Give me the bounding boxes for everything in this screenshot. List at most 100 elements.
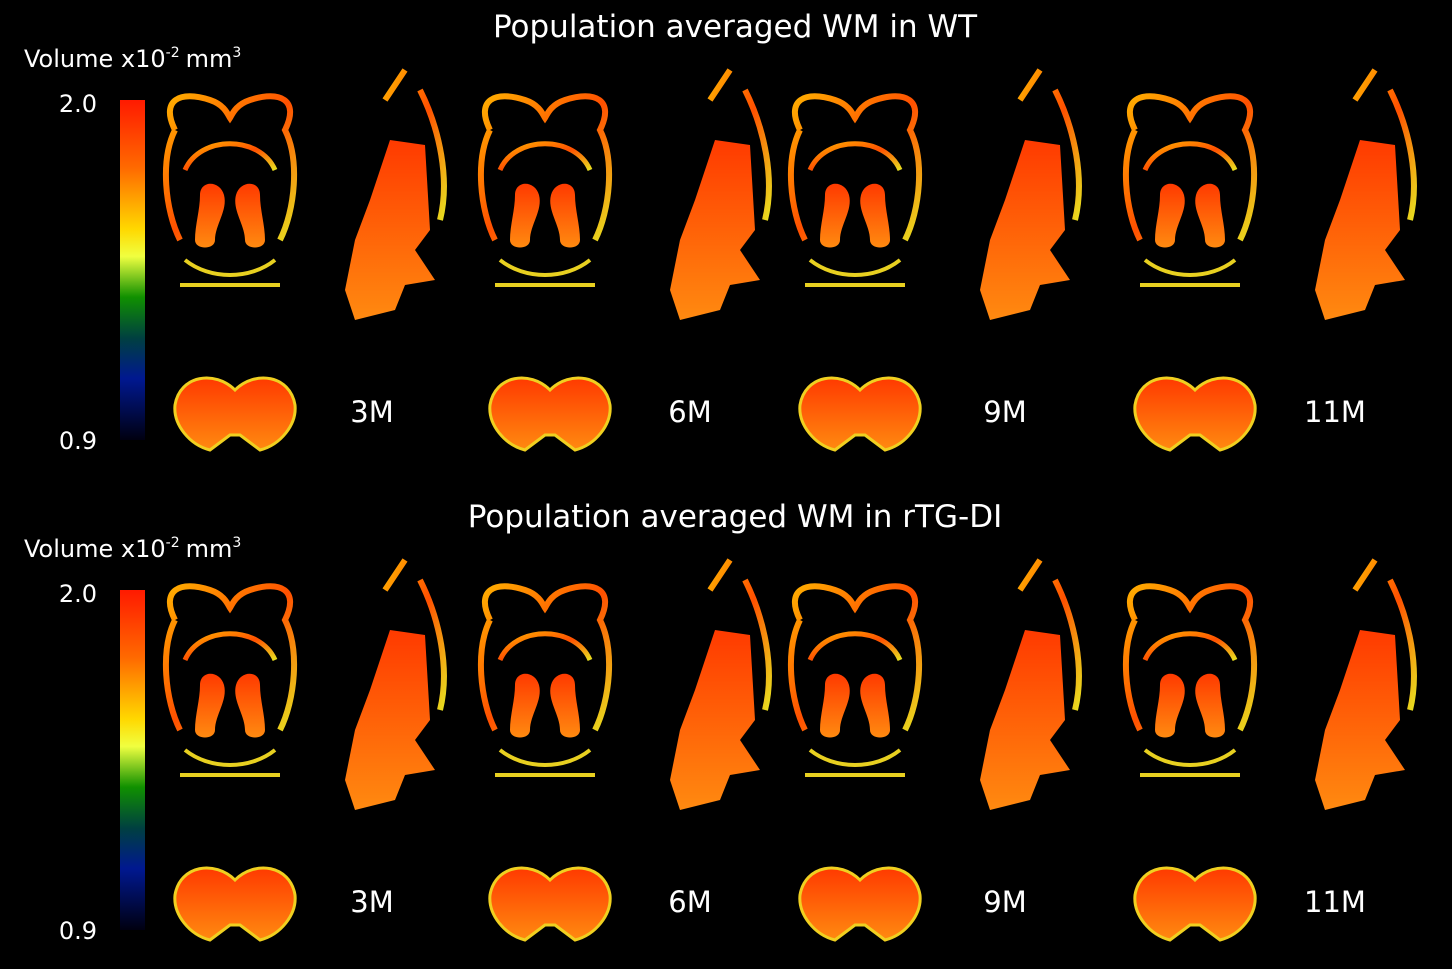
timepoint-label: 3M: [350, 885, 393, 919]
colorbar-min: 0.9: [59, 917, 97, 945]
lobe: [860, 674, 890, 738]
lobe: [820, 674, 850, 738]
sagittal-slice: [980, 70, 1079, 320]
tissue: [345, 630, 435, 810]
inner-arc: [810, 144, 900, 170]
timepoint-label: 3M: [350, 395, 393, 429]
lower-arc: [495, 750, 595, 775]
tissue: [800, 378, 920, 450]
panel-title: Population averaged WM in WT: [493, 9, 978, 45]
tissue: [490, 868, 610, 940]
tissue: [345, 140, 435, 320]
colorbar: [120, 590, 145, 930]
timepoint-label: 6M: [668, 395, 711, 429]
lobe: [820, 184, 850, 248]
label-exponent: -2: [166, 45, 180, 61]
lobe: [235, 674, 265, 738]
label-unit: mm: [186, 535, 233, 563]
sagittal-slice: [1315, 560, 1414, 810]
figure: Population averaged WM in WTVolume x10-2…: [0, 0, 1452, 969]
lower-arc: [495, 260, 595, 285]
coronal-slice: [1135, 868, 1255, 940]
tissue: [1135, 868, 1255, 940]
colorbar-max: 2.0: [59, 580, 97, 608]
colorbar-min: 0.9: [59, 427, 97, 455]
timepoint-label: 11M: [1304, 395, 1366, 429]
lobe: [1195, 184, 1225, 248]
tissue: [490, 378, 610, 450]
axial-slice: [1126, 96, 1254, 285]
page: Population averaged WM in WTVolume x10-2…: [0, 0, 1452, 969]
lobe: [550, 184, 580, 248]
sagittal-slice: [345, 560, 444, 810]
coronal-slice: [1135, 378, 1255, 450]
label-text: Volume x10: [24, 535, 166, 563]
coronal-slice: [800, 868, 920, 940]
axial-slice: [166, 96, 294, 285]
panel: Population averaged WM in rTG-DI Volume x…: [24, 499, 1414, 945]
sagittal-slice: [345, 70, 444, 320]
inner-arc: [1145, 634, 1235, 660]
inner-arc: [185, 144, 275, 170]
lower-arc: [805, 260, 905, 285]
colorbar-max: 2.0: [59, 90, 97, 118]
lower-arc: [180, 260, 280, 285]
tissue: [670, 630, 760, 810]
tissue: [175, 868, 295, 940]
lobe: [195, 674, 225, 738]
lobe: [1155, 184, 1185, 248]
inner-arc: [500, 634, 590, 660]
lobe: [510, 674, 540, 738]
coronal-slice: [175, 378, 295, 450]
axial-slice: [1126, 586, 1254, 775]
axial-slice: [166, 586, 294, 775]
tissue: [1315, 140, 1405, 320]
timepoint-label: 9M: [983, 395, 1026, 429]
sagittal-slice: [670, 560, 769, 810]
tissue: [980, 140, 1070, 320]
inner-arc: [810, 634, 900, 660]
lower-arc: [1140, 260, 1240, 285]
lobe: [550, 674, 580, 738]
lobe: [860, 184, 890, 248]
sagittal-slice: [980, 560, 1079, 810]
tissue: [800, 868, 920, 940]
tissue: [175, 378, 295, 450]
coronal-slice: [800, 378, 920, 450]
lobe: [510, 184, 540, 248]
lobe: [235, 184, 265, 248]
label-text: Volume x10: [24, 45, 166, 73]
coronal-slice: [490, 868, 610, 940]
colorbar: [120, 100, 145, 440]
lower-arc: [805, 750, 905, 775]
coronal-slice: [175, 868, 295, 940]
lobe: [1195, 674, 1225, 738]
axial-slice: [481, 586, 609, 775]
coronal-slice: [490, 378, 610, 450]
tissue: [980, 630, 1070, 810]
tissue: [670, 140, 760, 320]
timepoint-label: 6M: [668, 885, 711, 919]
label-unit: mm: [186, 45, 233, 73]
colorbar-label: Volume x10-2 mm3: [24, 535, 241, 563]
axial-slice: [791, 96, 919, 285]
colorbar-label: Volume x10-2 mm3: [24, 45, 241, 73]
tissue: [1315, 630, 1405, 810]
inner-arc: [500, 144, 590, 170]
panel-title: Population averaged WM in rTG-DI: [468, 499, 1002, 535]
lower-arc: [1140, 750, 1240, 775]
timepoint-label: 9M: [983, 885, 1026, 919]
axial-slice: [791, 586, 919, 775]
unit-exponent: 3: [232, 535, 241, 551]
axial-slice: [481, 96, 609, 285]
label-exponent: -2: [166, 535, 180, 551]
inner-arc: [1145, 144, 1235, 170]
timepoint-label: 11M: [1304, 885, 1366, 919]
tissue: [1135, 378, 1255, 450]
sagittal-slice: [1315, 70, 1414, 320]
panel: Population averaged WM in WT Volume x10-2…: [24, 9, 1414, 455]
lobe: [195, 184, 225, 248]
inner-arc: [185, 634, 275, 660]
lobe: [1155, 674, 1185, 738]
unit-exponent: 3: [232, 45, 241, 61]
